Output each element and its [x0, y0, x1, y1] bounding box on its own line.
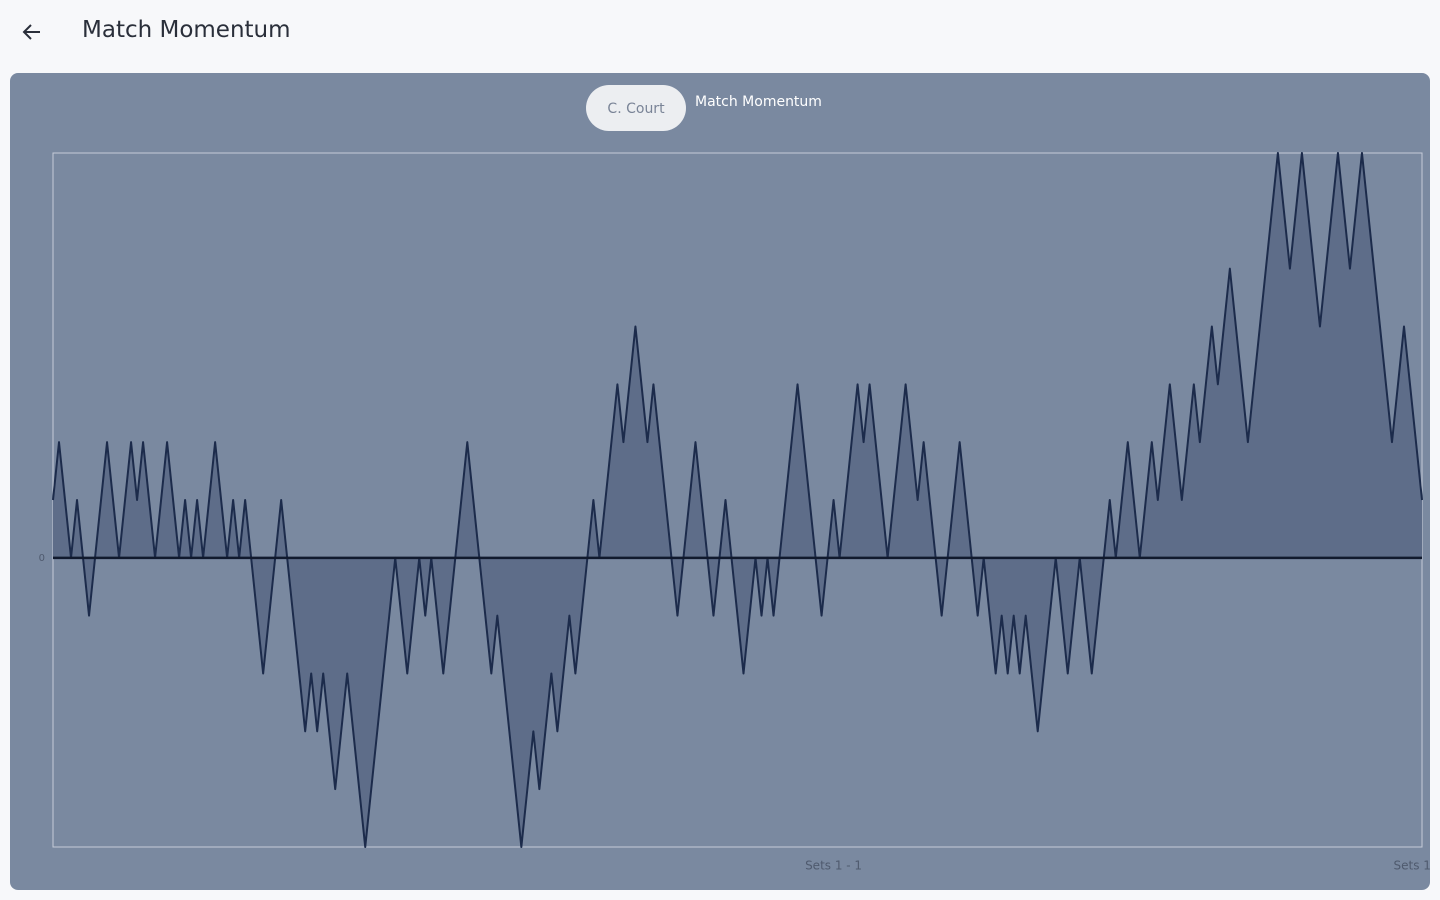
legend-pill[interactable]: [586, 85, 686, 131]
y-tick-label: 0: [39, 553, 45, 564]
x-tick-label: Sets 1 - 1: [805, 859, 862, 873]
chart-card: C. Court Match Momentum 0 Sets 1 - 1 Sets …: [10, 73, 1430, 890]
line: [52, 152, 1423, 848]
page-title: Match Momentum: [82, 17, 291, 43]
chart-title: Match Momentum: [695, 94, 822, 110]
legend-label[interactable]: C. Court: [607, 101, 665, 117]
chart: C. Court Match Momentum 0 Sets 1 - 1 Sets …: [39, 85, 1431, 873]
app-bar: Match Momentum: [0, 0, 1440, 66]
area: [53, 153, 1422, 847]
x-tick-label: Sets 1 - 1: [1394, 859, 1431, 873]
back-button[interactable]: [20, 20, 44, 44]
